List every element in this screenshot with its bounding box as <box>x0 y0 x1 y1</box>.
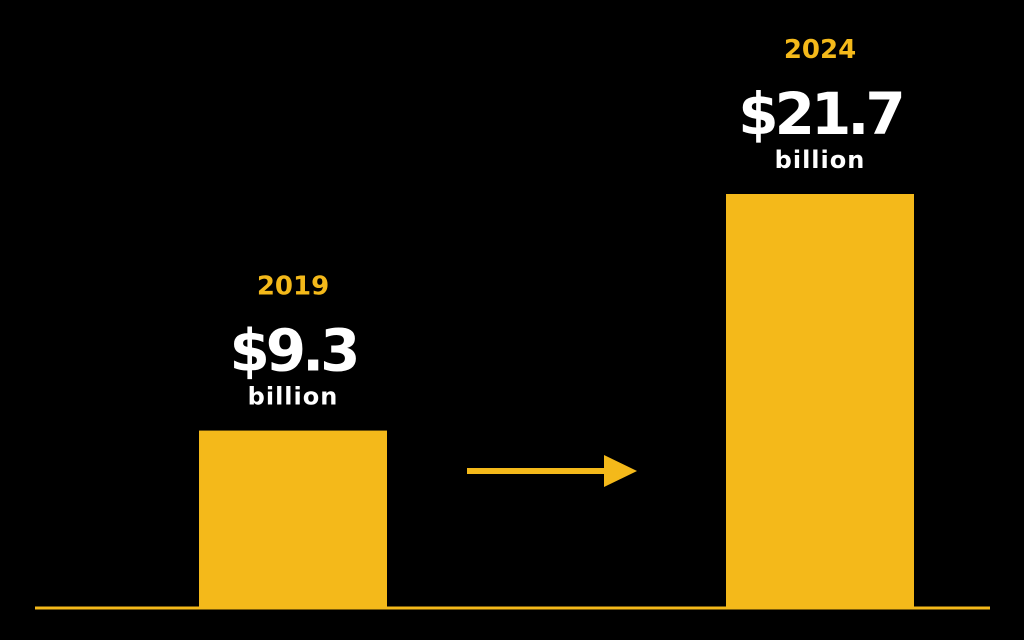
category-label-2019: 2019 <box>257 272 329 302</box>
bar-2024 <box>726 194 914 608</box>
growth-arrow-head <box>604 455 637 487</box>
value-label-2019: $9.3 <box>229 317 356 385</box>
unit-label-2019: billion <box>248 383 339 411</box>
bar-2019 <box>199 430 387 608</box>
unit-label-2024: billion <box>775 146 866 174</box>
growth-arrow-icon <box>467 455 637 487</box>
category-label-2024: 2024 <box>784 35 856 65</box>
value-label-2024: $21.7 <box>738 80 901 148</box>
bars-layer <box>199 194 914 608</box>
